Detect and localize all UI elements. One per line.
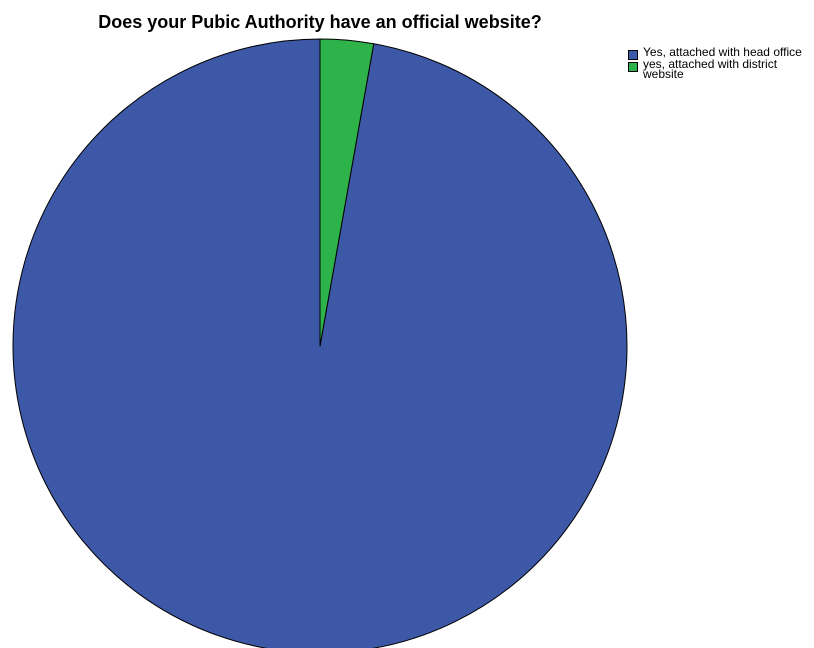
legend: Yes, attached with head office yes, attac… bbox=[628, 46, 814, 80]
legend-item-1: Yes, attached with head office bbox=[628, 45, 814, 60]
legend-swatch-1 bbox=[628, 50, 638, 60]
legend-label-1: Yes, attached with head office bbox=[643, 45, 802, 59]
legend-swatch-2 bbox=[628, 62, 638, 72]
pie-slice-2 bbox=[319, 38, 375, 347]
chart-title: Does your Pubic Authority have an offici… bbox=[98, 12, 542, 32]
legend-item-2: yes, attached with district website bbox=[628, 57, 814, 81]
legend-label-2: yes, attached with district website bbox=[643, 57, 778, 81]
